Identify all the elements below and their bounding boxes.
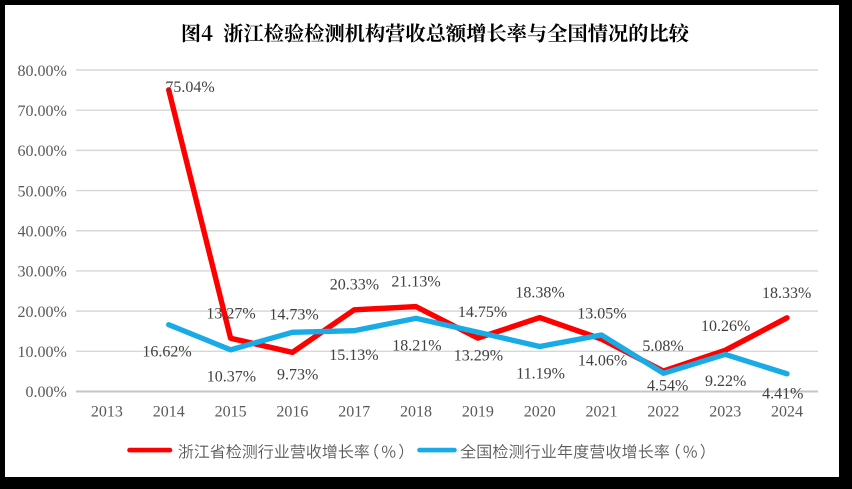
svg-text:2013: 2013 <box>91 404 123 421</box>
svg-text:9.73%: 9.73% <box>277 366 318 383</box>
svg-text:2015: 2015 <box>215 404 247 421</box>
svg-text:2023: 2023 <box>709 404 741 421</box>
svg-text:2014: 2014 <box>153 404 185 421</box>
svg-text:70.00%: 70.00% <box>17 103 66 120</box>
svg-text:30.00%: 30.00% <box>17 264 66 281</box>
svg-text:2018: 2018 <box>400 404 432 421</box>
svg-text:5.08%: 5.08% <box>642 338 683 355</box>
svg-text:14.06%: 14.06% <box>578 353 627 370</box>
svg-text:2020: 2020 <box>524 404 556 421</box>
svg-text:2024: 2024 <box>771 404 803 421</box>
svg-text:10.37%: 10.37% <box>207 368 256 385</box>
svg-text:4.41%: 4.41% <box>762 386 803 403</box>
svg-text:4.54%: 4.54% <box>647 377 688 394</box>
svg-text:14.73%: 14.73% <box>269 307 318 324</box>
svg-text:18.33%: 18.33% <box>762 285 811 302</box>
svg-text:20.00%: 20.00% <box>17 304 66 321</box>
svg-text:15.13%: 15.13% <box>329 347 378 364</box>
svg-text:14.75%: 14.75% <box>458 304 507 321</box>
svg-text:18.21%: 18.21% <box>392 337 441 354</box>
svg-text:80.00%: 80.00% <box>17 63 66 80</box>
svg-text:40.00%: 40.00% <box>17 224 66 241</box>
svg-text:11.19%: 11.19% <box>516 366 565 383</box>
svg-text:60.00%: 60.00% <box>17 143 66 160</box>
svg-text:2016: 2016 <box>276 404 308 421</box>
svg-text:13.05%: 13.05% <box>577 306 626 323</box>
svg-text:0.00%: 0.00% <box>25 384 66 401</box>
svg-text:9.22%: 9.22% <box>705 373 746 390</box>
svg-text:2022: 2022 <box>647 404 679 421</box>
svg-text:13.27%: 13.27% <box>206 305 255 322</box>
svg-text:21.13%: 21.13% <box>391 274 440 291</box>
svg-text:2019: 2019 <box>462 404 494 421</box>
svg-text:2021: 2021 <box>586 404 618 421</box>
svg-text:18.38%: 18.38% <box>515 285 564 302</box>
svg-text:20.33%: 20.33% <box>330 276 379 293</box>
svg-text:75.04%: 75.04% <box>165 79 214 96</box>
svg-text:2017: 2017 <box>338 404 370 421</box>
svg-text:13.29%: 13.29% <box>454 347 503 364</box>
svg-text:10.26%: 10.26% <box>701 318 750 335</box>
svg-text:16.62%: 16.62% <box>142 343 191 360</box>
svg-text:10.00%: 10.00% <box>17 344 66 361</box>
svg-text:50.00%: 50.00% <box>17 183 66 200</box>
